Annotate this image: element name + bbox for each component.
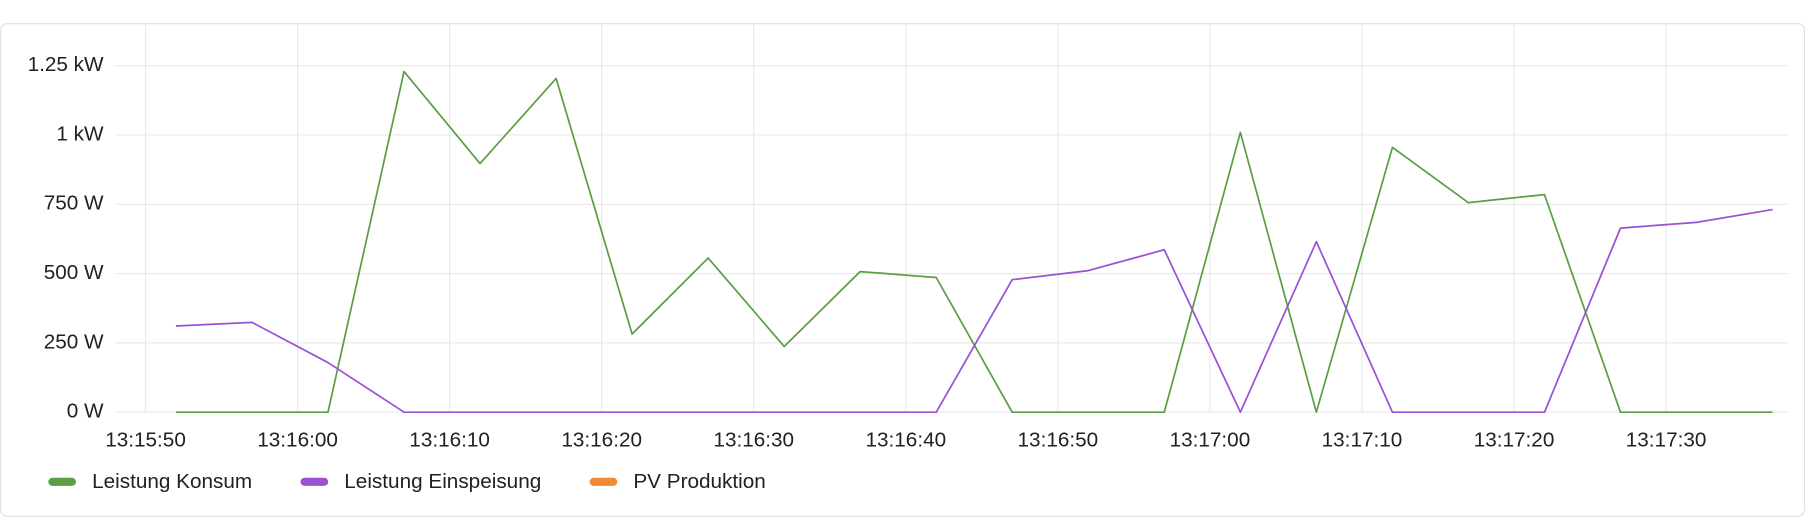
x-tick-label: 13:16:30	[713, 428, 794, 451]
legend-swatch[interactable]	[589, 477, 618, 486]
card	[0, 23, 1805, 517]
x-tick-label: 13:16:00	[257, 428, 338, 451]
x-tick-label: 13:16:50	[1018, 428, 1099, 451]
x-tick-label: 13:16:40	[865, 428, 946, 451]
x-tick-label: 13:17:30	[1626, 428, 1707, 451]
x-tick-label: 13:15:50	[105, 428, 186, 451]
y-tick-label: 1 kW	[56, 122, 104, 145]
y-tick-label: 0 W	[67, 400, 104, 423]
legend-swatch[interactable]	[48, 477, 76, 486]
x-tick-label: 13:17:20	[1474, 428, 1555, 451]
x-tick-label: 13:17:10	[1322, 428, 1403, 451]
legend-label[interactable]: Leistung Konsum	[92, 470, 252, 493]
x-tick-label: 13:17:00	[1170, 428, 1251, 451]
x-tick-label: 13:16:10	[409, 428, 490, 451]
y-tick-label: 500 W	[44, 261, 104, 284]
x-tick-label: 13:16:20	[561, 428, 642, 451]
y-tick-label: 250 W	[44, 330, 104, 353]
y-tick-label: 1.25 kW	[28, 53, 104, 76]
y-tick-label: 750 W	[44, 192, 104, 215]
data-line	[175, 208, 1773, 414]
legend-label[interactable]: PV Produktion	[633, 470, 765, 493]
legend-label[interactable]: Leistung Einspeisung	[344, 470, 541, 493]
legend-swatch[interactable]	[300, 477, 329, 486]
